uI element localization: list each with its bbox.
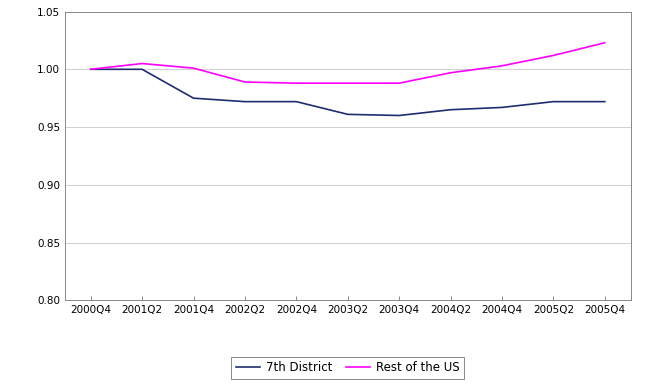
Rest of the US bbox=[164, 64, 172, 68]
7th District bbox=[575, 99, 583, 104]
7th District bbox=[473, 106, 480, 111]
Legend: 7th District, Rest of the US: 7th District, Rest of the US bbox=[231, 357, 464, 379]
7th District bbox=[344, 112, 352, 117]
Rest of the US bbox=[370, 81, 378, 85]
7th District bbox=[292, 99, 300, 104]
7th District bbox=[524, 102, 532, 107]
Rest of the US bbox=[241, 80, 249, 84]
7th District bbox=[601, 99, 608, 104]
Rest of the US bbox=[215, 73, 223, 77]
Rest of the US bbox=[138, 61, 146, 66]
7th District bbox=[241, 99, 249, 104]
7th District bbox=[138, 67, 146, 72]
7th District bbox=[164, 81, 172, 86]
7th District bbox=[447, 107, 454, 112]
Rest of the US bbox=[498, 64, 506, 68]
7th District bbox=[190, 96, 198, 100]
Rest of the US bbox=[112, 64, 120, 69]
7th District bbox=[87, 67, 95, 72]
Rest of the US bbox=[473, 67, 480, 72]
Rest of the US bbox=[447, 70, 454, 75]
Rest of the US bbox=[190, 66, 198, 70]
Rest of the US bbox=[344, 81, 352, 85]
7th District bbox=[421, 110, 429, 115]
Rest of the US bbox=[421, 76, 429, 80]
Line: Rest of the US: Rest of the US bbox=[91, 43, 604, 83]
7th District bbox=[318, 106, 326, 110]
Rest of the US bbox=[575, 47, 583, 51]
7th District bbox=[498, 105, 506, 110]
Rest of the US bbox=[524, 59, 532, 63]
7th District bbox=[370, 113, 378, 117]
Rest of the US bbox=[292, 81, 300, 85]
7th District bbox=[112, 67, 120, 72]
7th District bbox=[215, 98, 223, 102]
7th District bbox=[395, 113, 403, 118]
Rest of the US bbox=[601, 40, 608, 45]
Rest of the US bbox=[549, 53, 557, 58]
Rest of the US bbox=[318, 81, 326, 85]
Line: 7th District: 7th District bbox=[91, 69, 604, 116]
Rest of the US bbox=[87, 67, 95, 72]
Rest of the US bbox=[266, 80, 274, 85]
7th District bbox=[266, 99, 274, 104]
7th District bbox=[549, 99, 557, 104]
Rest of the US bbox=[395, 81, 403, 85]
